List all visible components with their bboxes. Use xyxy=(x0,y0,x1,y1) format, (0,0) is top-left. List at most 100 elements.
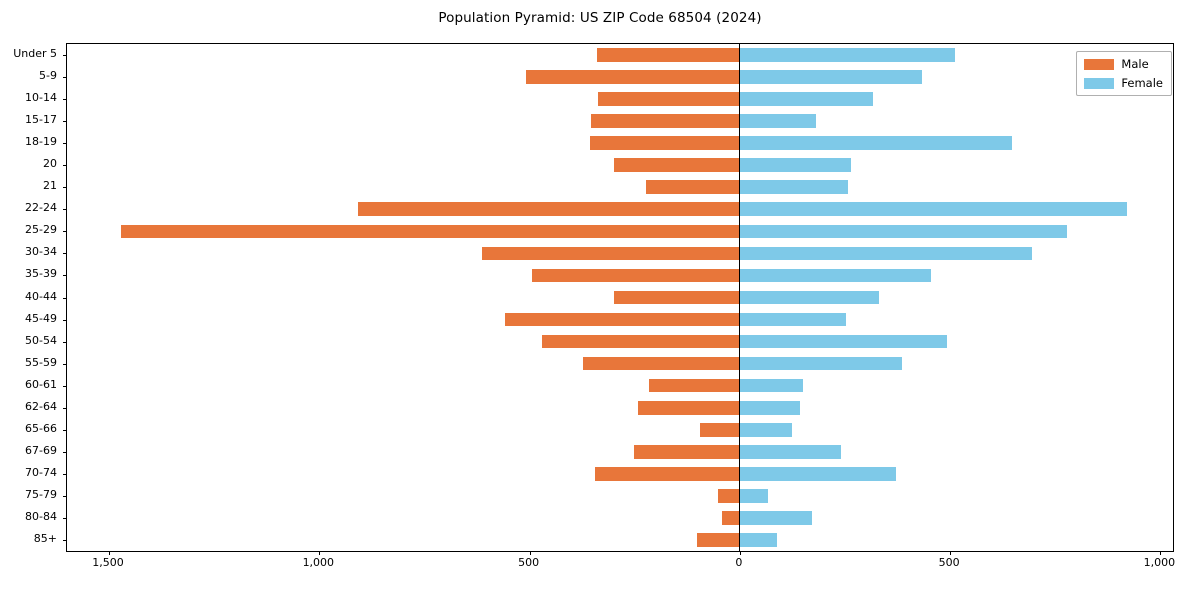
y-tick-mark xyxy=(63,77,67,79)
bar-male-18-19[interactable] xyxy=(589,136,740,151)
bar-row xyxy=(67,378,1173,393)
bar-row xyxy=(67,246,1173,261)
x-tick-mark xyxy=(319,551,321,555)
y-axis-label-55-59: 55-59 xyxy=(25,355,57,369)
bar-male-10-14[interactable] xyxy=(597,92,740,106)
bar-female-75-79[interactable] xyxy=(739,489,769,503)
x-axis-label-5: 1,000 xyxy=(1143,556,1176,569)
legend-item-female[interactable]: Female xyxy=(1084,76,1163,90)
y-axis-label-22-24: 22-24 xyxy=(25,201,57,215)
y-axis-label-50-54: 50-54 xyxy=(25,333,57,347)
bar-male-35-39[interactable] xyxy=(532,268,740,283)
bar-female-21[interactable] xyxy=(739,180,849,195)
bar-female-5-9[interactable] xyxy=(739,70,922,84)
bar-female-18-19[interactable] xyxy=(739,136,1013,151)
bar-row xyxy=(67,92,1173,106)
y-tick-mark xyxy=(63,319,67,321)
bar-female-35-39[interactable] xyxy=(739,268,931,283)
bar-male-67-69[interactable] xyxy=(633,444,740,459)
y-axis-label-5-9: 5-9 xyxy=(39,69,57,83)
bar-row xyxy=(67,356,1173,371)
bar-male-under-5[interactable] xyxy=(596,48,740,62)
bar-female-under-5[interactable] xyxy=(739,48,955,62)
y-tick-mark xyxy=(63,209,67,211)
bar-female-85-[interactable] xyxy=(739,533,777,547)
bar-female-80-84[interactable] xyxy=(739,511,813,525)
bar-male-22-24[interactable] xyxy=(358,202,740,217)
bar-row xyxy=(67,511,1173,525)
y-tick-mark xyxy=(63,385,67,387)
bar-female-15-17[interactable] xyxy=(739,114,817,128)
y-axis-label-67-69: 67-69 xyxy=(25,443,57,457)
bar-female-10-14[interactable] xyxy=(739,92,874,106)
bar-row xyxy=(67,422,1173,437)
bar-male-20[interactable] xyxy=(613,158,740,173)
y-axis-label-30-34: 30-34 xyxy=(25,245,57,259)
bar-female-70-74[interactable] xyxy=(739,467,897,481)
x-tick-mark xyxy=(109,551,111,555)
bar-male-40-44[interactable] xyxy=(613,290,740,305)
x-tick-mark xyxy=(739,551,741,555)
bar-female-50-54[interactable] xyxy=(739,334,947,349)
legend-item-male[interactable]: Male xyxy=(1084,57,1163,71)
bar-male-5-9[interactable] xyxy=(526,70,740,84)
legend-label: Male xyxy=(1121,57,1149,71)
x-axis-label-2: 500 xyxy=(518,556,540,569)
bar-male-21[interactable] xyxy=(645,180,740,195)
bar-male-25-29[interactable] xyxy=(120,224,740,239)
bar-male-30-34[interactable] xyxy=(482,246,740,261)
x-axis-label-4: 500 xyxy=(938,556,960,569)
y-tick-mark xyxy=(63,165,67,167)
y-tick-mark xyxy=(63,341,67,343)
y-tick-mark xyxy=(63,275,67,277)
y-axis-label-65-66: 65-66 xyxy=(25,421,57,435)
y-axis-label-15-17: 15-17 xyxy=(25,113,57,127)
y-tick-mark xyxy=(63,55,67,57)
bar-female-65-66[interactable] xyxy=(739,422,792,437)
bar-female-67-69[interactable] xyxy=(739,444,841,459)
bar-female-55-59[interactable] xyxy=(739,356,903,371)
y-tick-mark xyxy=(63,231,67,233)
chart-legend: Male Female xyxy=(1076,51,1172,96)
bar-male-45-49[interactable] xyxy=(505,312,740,327)
legend-label: Female xyxy=(1121,76,1163,90)
bar-row xyxy=(67,312,1173,327)
bar-female-25-29[interactable] xyxy=(739,224,1068,239)
bar-row xyxy=(67,202,1173,217)
bar-male-85-[interactable] xyxy=(696,533,740,547)
bar-female-20[interactable] xyxy=(739,158,851,173)
y-axis-label-20: 20 xyxy=(43,157,57,171)
bar-female-45-49[interactable] xyxy=(739,312,847,327)
legend-swatch-icon xyxy=(1084,77,1115,89)
bar-row xyxy=(67,268,1173,283)
y-axis-label-40-44: 40-44 xyxy=(25,289,57,303)
y-axis-label-62-64: 62-64 xyxy=(25,399,57,413)
bar-female-40-44[interactable] xyxy=(739,290,880,305)
bar-female-62-64[interactable] xyxy=(739,400,800,415)
bar-male-70-74[interactable] xyxy=(595,467,740,481)
bar-male-15-17[interactable] xyxy=(590,114,740,128)
y-tick-mark xyxy=(63,121,67,123)
bar-male-55-59[interactable] xyxy=(582,356,740,371)
bar-female-30-34[interactable] xyxy=(739,246,1033,261)
bar-male-65-66[interactable] xyxy=(699,422,740,437)
chart-title: Population Pyramid: US ZIP Code 68504 (2… xyxy=(438,10,762,26)
bar-male-80-84[interactable] xyxy=(722,511,740,525)
x-axis-label-3: 0 xyxy=(735,556,743,569)
bar-female-60-61[interactable] xyxy=(739,378,803,393)
y-axis-label-10-14: 10-14 xyxy=(25,91,57,105)
bar-male-60-61[interactable] xyxy=(649,378,740,393)
bar-row xyxy=(67,533,1173,547)
bar-male-62-64[interactable] xyxy=(637,400,740,415)
bar-female-22-24[interactable] xyxy=(739,202,1128,217)
y-tick-mark xyxy=(63,407,67,409)
bar-row xyxy=(67,180,1173,195)
y-tick-mark xyxy=(63,99,67,101)
bar-row xyxy=(67,114,1173,128)
bar-row xyxy=(67,467,1173,481)
bar-male-50-54[interactable] xyxy=(542,334,740,349)
y-axis-label-75-79: 75-79 xyxy=(25,487,57,501)
bar-row xyxy=(67,444,1173,459)
bar-male-75-79[interactable] xyxy=(717,489,740,503)
